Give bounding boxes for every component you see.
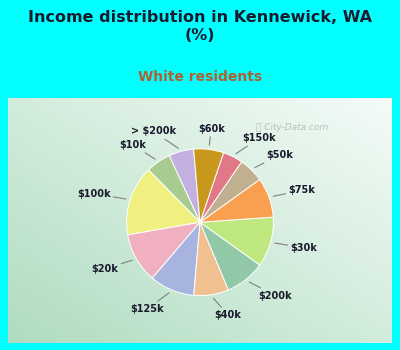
Text: White residents: White residents xyxy=(138,70,262,84)
Text: 🔵 City-Data.com: 🔵 City-Data.com xyxy=(256,123,328,132)
Wedge shape xyxy=(200,153,242,222)
Text: $125k: $125k xyxy=(130,293,169,314)
Wedge shape xyxy=(200,222,260,290)
Text: $100k: $100k xyxy=(77,189,126,199)
Text: $75k: $75k xyxy=(273,186,315,196)
Text: > $200k: > $200k xyxy=(131,126,178,148)
Text: $50k: $50k xyxy=(255,150,293,168)
Text: $200k: $200k xyxy=(249,282,292,301)
Text: $60k: $60k xyxy=(198,124,225,145)
Wedge shape xyxy=(128,222,200,278)
Text: $20k: $20k xyxy=(92,260,132,274)
Wedge shape xyxy=(200,162,260,222)
Text: $150k: $150k xyxy=(236,133,276,154)
Text: $40k: $40k xyxy=(214,298,242,320)
Wedge shape xyxy=(148,156,200,222)
Text: Income distribution in Kennewick, WA
(%): Income distribution in Kennewick, WA (%) xyxy=(28,10,372,43)
Wedge shape xyxy=(169,149,200,222)
Text: $30k: $30k xyxy=(275,243,317,253)
Text: $10k: $10k xyxy=(120,140,155,159)
Wedge shape xyxy=(194,149,224,222)
Wedge shape xyxy=(200,217,273,265)
Wedge shape xyxy=(200,180,273,222)
Wedge shape xyxy=(127,170,200,235)
Wedge shape xyxy=(194,222,228,296)
Wedge shape xyxy=(152,222,200,295)
